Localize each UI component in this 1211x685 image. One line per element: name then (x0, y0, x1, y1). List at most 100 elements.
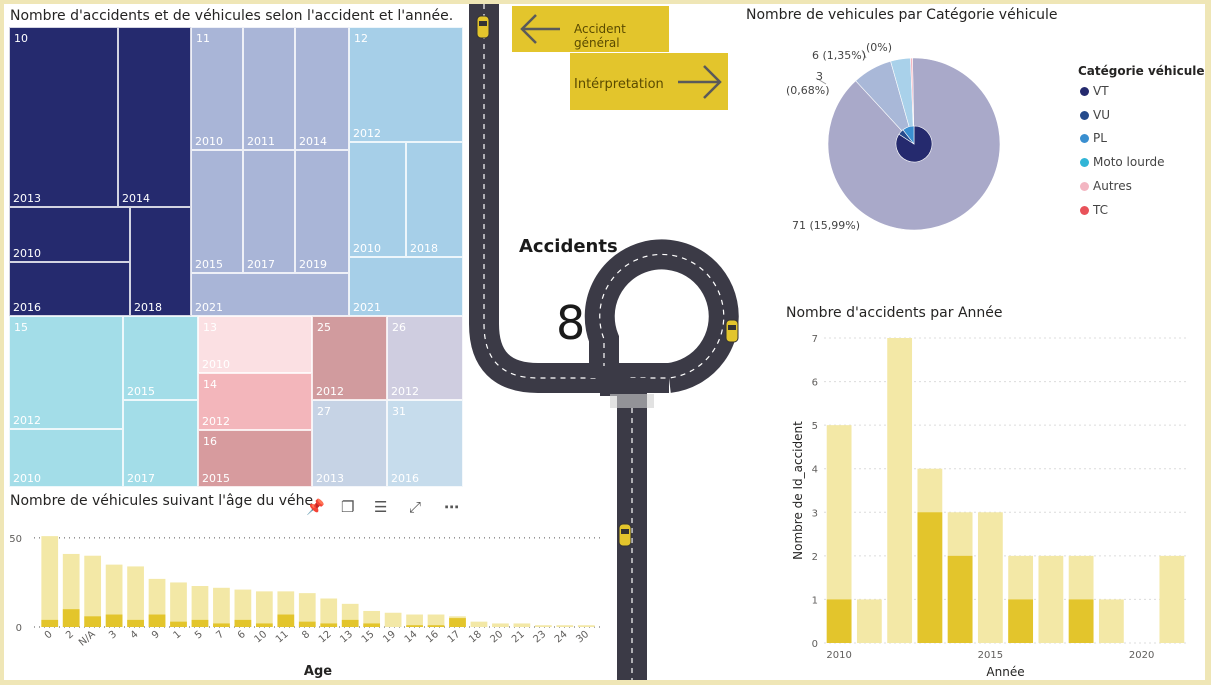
bar-selected (947, 555, 973, 643)
treemap-cell[interactable]: 14 2012 (198, 373, 312, 430)
legend-label: Moto lourde (1093, 155, 1165, 170)
treemap-cell[interactable]: 2017 (243, 150, 295, 273)
bar-total (534, 625, 552, 627)
legend-label: Autres (1093, 178, 1132, 193)
treemap-cell[interactable]: 11 2010 (191, 27, 243, 150)
bar-selected (277, 614, 295, 627)
treemap-cell[interactable]: 25 2012 (312, 316, 387, 400)
treemap-accident-label: 13 (203, 321, 217, 334)
treemap-cell[interactable]: 2021 (349, 257, 463, 316)
pin-icon[interactable]: 📌 (306, 498, 325, 516)
treemap-cell[interactable]: 2014 (295, 27, 349, 150)
treemap-cell[interactable]: 27 2013 (312, 400, 387, 487)
bar-selected (341, 619, 359, 627)
x-tick-label: 14 (403, 629, 420, 646)
x-tick-label: 24 (553, 629, 570, 646)
bar-total (856, 599, 882, 643)
copy-icon[interactable]: ❐ (341, 498, 355, 516)
car-icon (476, 15, 490, 39)
filter-icon[interactable]: ☰ (374, 498, 388, 516)
treemap-year-label: 2010 (195, 135, 223, 148)
focus-mode-icon[interactable]: ⤢ (409, 498, 422, 516)
treemap-cell[interactable]: 2011 (243, 27, 295, 150)
legend-item[interactable]: Moto lourde (1080, 155, 1165, 169)
treemap-accident-label: 25 (317, 321, 331, 334)
pie-title: Nombre de vehicules par Catégorie véhicu… (746, 7, 1058, 23)
treemap-year-label: 2012 (353, 127, 381, 140)
x-tick-label: 2015 (978, 650, 1003, 661)
legend-item[interactable]: VU (1080, 108, 1110, 122)
treemap-cell[interactable]: 2018 (130, 207, 191, 316)
treemap-cell[interactable]: 15 2012 (9, 316, 123, 429)
legend-dot-icon (1080, 181, 1089, 191)
bar-selected (826, 599, 852, 643)
pie-leader-line (861, 49, 867, 59)
treemap[interactable]: 10 2013 2014 2010 2016 2018 11 2010 2011 2014 2015… (9, 27, 463, 487)
treemap-cell[interactable]: 2021 (191, 273, 349, 316)
treemap-cell[interactable]: 10 2013 (9, 27, 118, 207)
treemap-year-label: 2010 (202, 358, 230, 371)
treemap-year-label: 2019 (299, 258, 327, 271)
treemap-year-label: 2013 (316, 472, 344, 485)
x-tick-label: 1 (171, 629, 183, 642)
x-axis-label: Année (986, 665, 1024, 678)
treemap-year-label: 2010 (13, 247, 41, 260)
treemap-cell[interactable]: 2014 (118, 27, 191, 207)
treemap-cell[interactable]: 12 2012 (349, 27, 463, 142)
legend-item[interactable]: VT (1080, 84, 1109, 98)
treemap-cell[interactable]: 2017 (123, 400, 198, 487)
x-tick-label: 4 (129, 629, 141, 642)
treemap-cell[interactable]: 2010 (349, 142, 406, 257)
treemap-cell[interactable]: 2018 (406, 142, 463, 257)
treemap-year-label: 2015 (202, 472, 230, 485)
treemap-cell[interactable]: 2015 (123, 316, 198, 400)
back-button[interactable]: Accident général (512, 6, 669, 52)
bar-selected (255, 623, 273, 627)
legend-item[interactable]: TC (1080, 203, 1108, 217)
treemap-year-label: 2013 (13, 192, 41, 205)
legend-label: PL (1093, 131, 1107, 146)
x-tick-label: 7 (214, 629, 226, 642)
treemap-year-label: 2011 (247, 135, 275, 148)
bar-total (363, 610, 381, 627)
bar-total (577, 625, 595, 627)
treemap-cell[interactable]: 16 2015 (198, 430, 312, 487)
y-tick-label: 4 (812, 465, 818, 476)
treemap-cell[interactable]: 31 2016 (387, 400, 463, 487)
y-tick-label: 1 (812, 595, 818, 606)
bar-total (170, 582, 187, 627)
x-tick-label: 2 (64, 629, 76, 642)
pie-chart[interactable] (814, 44, 1014, 244)
treemap-accident-label: 26 (392, 321, 406, 334)
treemap-cell[interactable]: 2019 (295, 150, 349, 273)
car-icon (618, 523, 632, 547)
treemap-title: Nombre d'accidents et de véhicules selon… (10, 8, 454, 24)
pie-slice (827, 57, 1001, 231)
legend-item[interactable]: Autres (1080, 179, 1132, 193)
treemap-year-label: 2017 (127, 472, 155, 485)
treemap-year-label: 2012 (391, 385, 419, 398)
treemap-cell[interactable]: 2010 (9, 429, 123, 487)
treemap-accident-label: 31 (392, 405, 406, 418)
treemap-cell[interactable]: 2016 (9, 262, 130, 316)
car-icon (725, 319, 739, 343)
next-button[interactable]: Intérpretation (570, 53, 728, 110)
more-options-icon[interactable]: ⋯ (444, 498, 459, 516)
treemap-cell[interactable]: 13 2010 (198, 316, 312, 373)
treemap-cell[interactable]: 2015 (191, 150, 243, 273)
y-tick-label: 7 (812, 334, 818, 345)
treemap-cell[interactable]: 2010 (9, 207, 130, 262)
year-bar-chart[interactable]: 0 1 2 3 4 5 6 7 2010 2015 2020 Année Nombre de Id_ac… (782, 326, 1202, 678)
y-tick-label: 3 (812, 508, 818, 519)
bar-total (234, 589, 252, 627)
bar-selected (298, 621, 316, 627)
road-decoration (469, 4, 739, 680)
bar-selected (213, 623, 230, 627)
legend-item[interactable]: PL (1080, 131, 1107, 145)
treemap-cell[interactable]: 26 2012 (387, 316, 463, 400)
x-tick-label: 11 (274, 629, 291, 646)
x-tick-label: 13 (338, 629, 355, 646)
report-canvas: Nombre d'accidents et de véhicules selon… (4, 4, 1205, 680)
pie-label: 71 (15,99%) (792, 219, 861, 232)
